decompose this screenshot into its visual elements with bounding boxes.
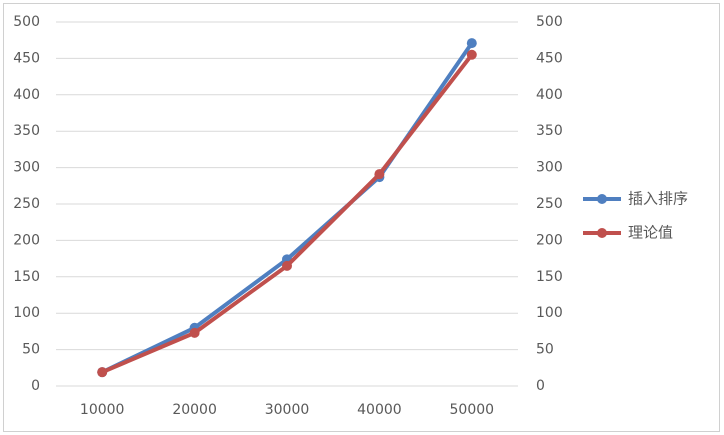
y-tick-label: 150 bbox=[13, 269, 40, 285]
x-tick-label: 30000 bbox=[265, 402, 310, 418]
y2-tick-label: 400 bbox=[536, 87, 563, 103]
data-point bbox=[189, 327, 200, 338]
legend-label: 插入排序 bbox=[628, 190, 688, 208]
x-tick-label: 10000 bbox=[80, 402, 125, 418]
y2-tick-label: 300 bbox=[536, 160, 563, 176]
data-point bbox=[97, 367, 108, 378]
y-tick-label: 300 bbox=[13, 160, 40, 176]
y2-tick-label: 500 bbox=[536, 14, 563, 30]
x-tick-label: 40000 bbox=[357, 402, 402, 418]
y-tick-label: 350 bbox=[13, 123, 40, 139]
legend-marker bbox=[597, 194, 607, 204]
legend-marker bbox=[597, 228, 607, 238]
y-tick-label: 250 bbox=[13, 196, 40, 212]
data-point bbox=[374, 169, 385, 180]
data-point bbox=[466, 49, 477, 60]
y2-tick-label: 50 bbox=[536, 342, 554, 358]
x-tick-label: 50000 bbox=[450, 402, 495, 418]
y-tick-label: 200 bbox=[13, 232, 40, 248]
y-tick-label: 100 bbox=[13, 305, 40, 321]
y2-tick-label: 200 bbox=[536, 232, 563, 248]
y2-tick-label: 0 bbox=[536, 378, 545, 394]
y-tick-label: 500 bbox=[13, 14, 40, 30]
y2-tick-label: 250 bbox=[536, 196, 563, 212]
y2-tick-label: 150 bbox=[536, 269, 563, 285]
data-point bbox=[282, 260, 292, 271]
x-tick-label: 20000 bbox=[172, 402, 217, 418]
data-point bbox=[466, 38, 477, 49]
legend-label: 理论值 bbox=[628, 224, 673, 242]
y2-tick-label: 450 bbox=[536, 50, 563, 66]
y-tick-label: 450 bbox=[13, 50, 40, 66]
y2-tick-label: 100 bbox=[536, 305, 563, 321]
y-tick-label: 0 bbox=[31, 378, 40, 394]
y-tick-label: 50 bbox=[22, 342, 40, 358]
y-tick-label: 400 bbox=[13, 87, 40, 103]
y2-tick-label: 350 bbox=[536, 123, 563, 139]
